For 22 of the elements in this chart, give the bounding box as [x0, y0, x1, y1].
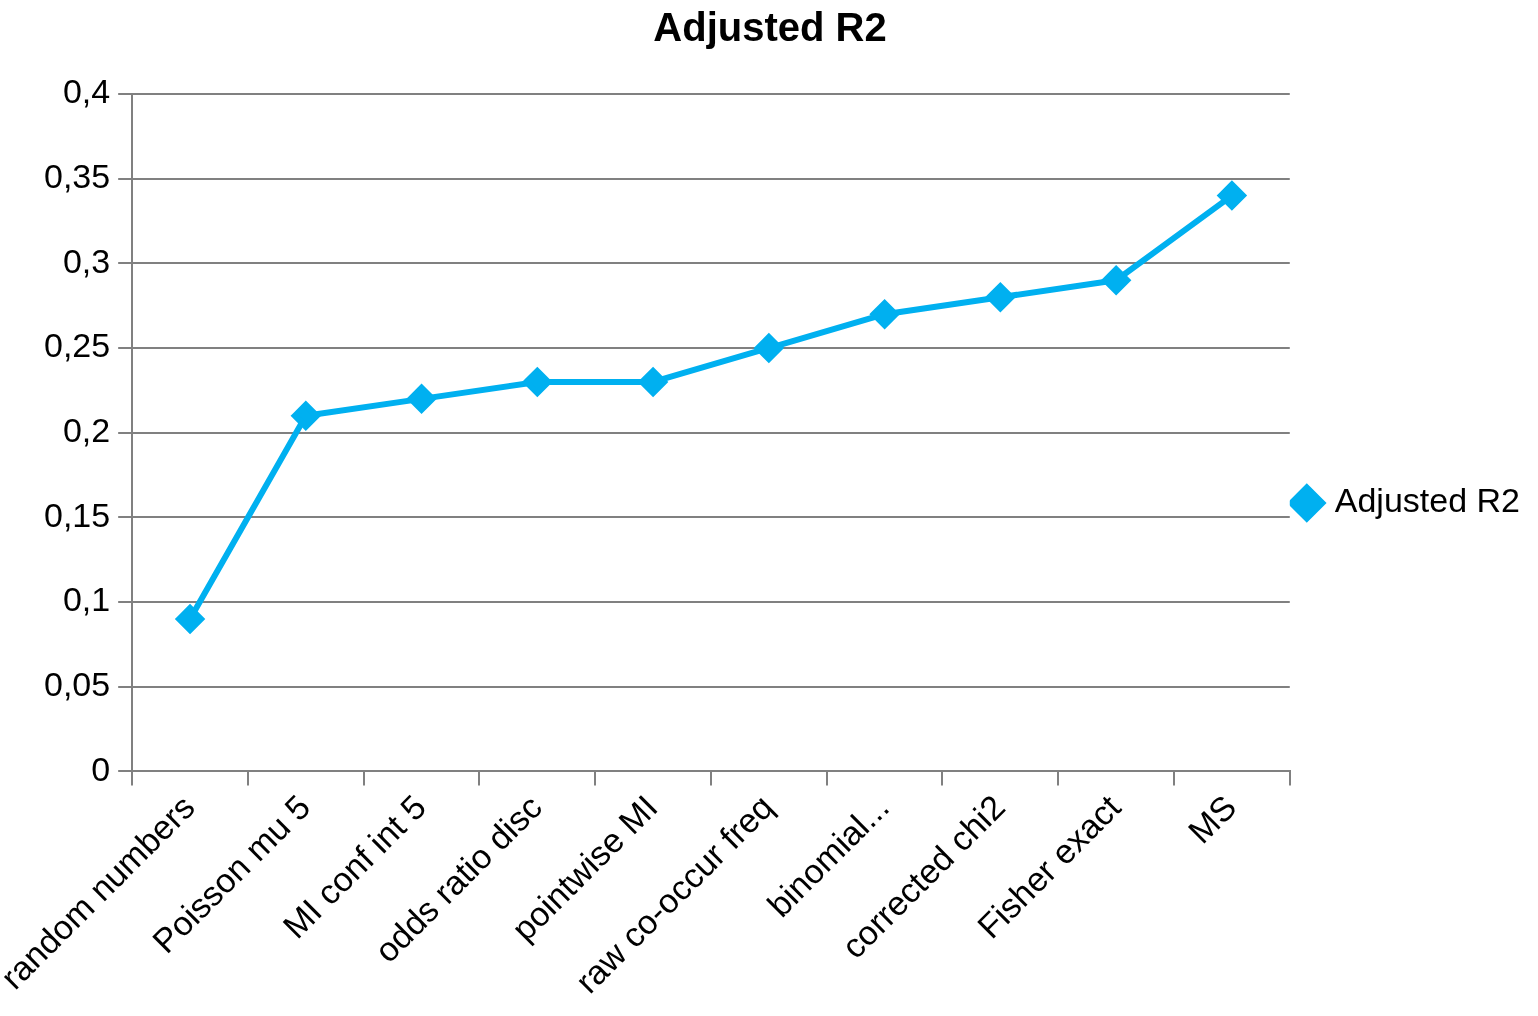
point: [1102, 266, 1131, 295]
y-tick-label: 0,1: [62, 580, 111, 619]
y-tick-label: 0,05: [43, 665, 111, 704]
point: [639, 367, 668, 396]
point: [523, 367, 552, 396]
y-tick-label: 0,35: [43, 157, 111, 196]
chart-title: Adjusted R2: [653, 5, 887, 50]
y-tick-label: 0,4: [62, 72, 111, 111]
point: [1217, 181, 1246, 210]
x-tick-label: MS: [1180, 787, 1244, 851]
point: [986, 283, 1015, 312]
point: [407, 384, 436, 413]
y-tick-label: 0,15: [43, 495, 111, 534]
y-tick-label: 0,3: [62, 241, 111, 280]
y-tick-label: 0,25: [43, 326, 111, 365]
y-tick-label: 0,2: [62, 411, 111, 450]
point: [291, 401, 320, 430]
point: [870, 300, 899, 329]
point: [176, 605, 205, 634]
point: [754, 334, 783, 363]
y-tick-label: 0: [91, 749, 111, 788]
legend-label: Adjusted R2: [1334, 481, 1521, 520]
